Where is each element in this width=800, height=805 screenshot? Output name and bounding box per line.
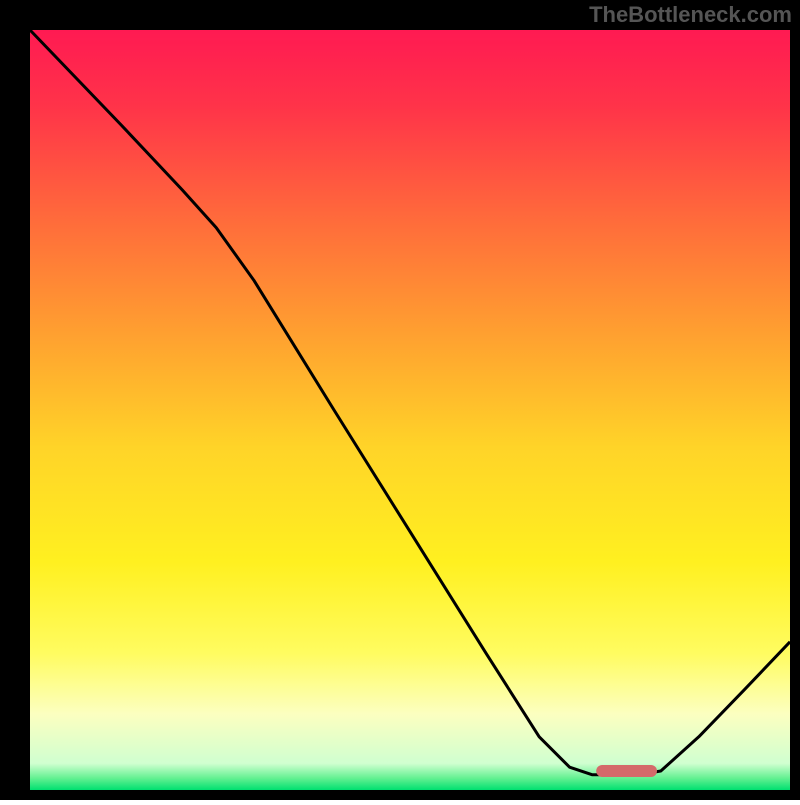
optimal-marker [596, 765, 657, 777]
chart-svg [0, 0, 800, 800]
chart-container [0, 0, 800, 800]
watermark-text: TheBottleneck.com [589, 2, 792, 28]
chart-background [30, 30, 790, 790]
